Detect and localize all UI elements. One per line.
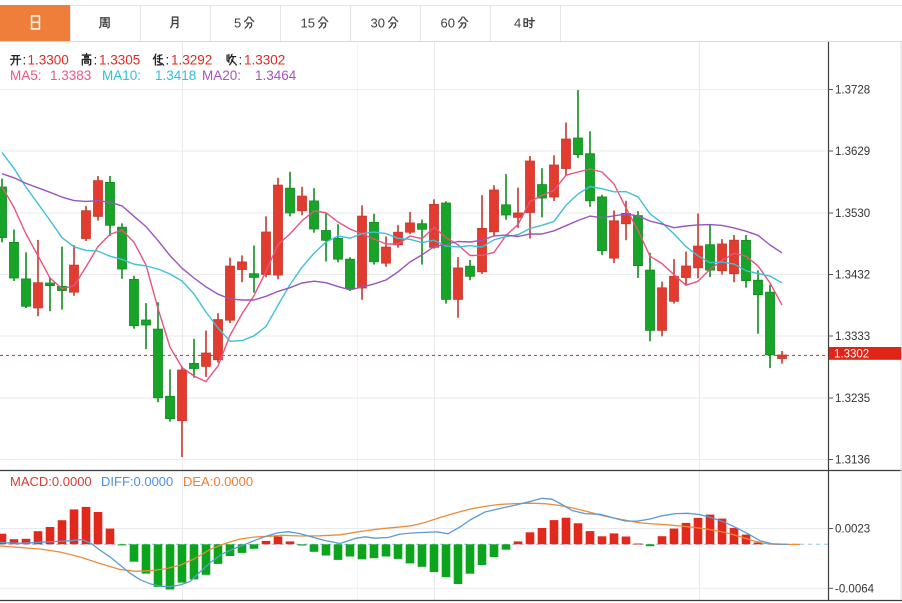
svg-text:1.3728: 1.3728: [835, 85, 870, 97]
svg-text:0.0023: 0.0023: [835, 524, 870, 536]
svg-text:60: 60: [441, 16, 455, 31]
svg-text:DIFF:0.0000: DIFF:0.0000: [101, 474, 173, 489]
svg-text:1.3629: 1.3629: [835, 146, 870, 158]
svg-text::: :: [94, 53, 98, 68]
svg-text:1.3333: 1.3333: [835, 331, 870, 343]
svg-text:30: 30: [371, 16, 385, 31]
svg-text:1.3302: 1.3302: [244, 53, 285, 68]
svg-text:1.3292: 1.3292: [171, 53, 212, 68]
svg-text:1.3530: 1.3530: [835, 208, 870, 220]
svg-text::: :: [239, 53, 243, 68]
svg-text::: :: [166, 53, 170, 68]
svg-text:1.3432: 1.3432: [835, 270, 870, 282]
svg-text:DEA:0.0000: DEA:0.0000: [183, 474, 253, 489]
svg-text:1.3300: 1.3300: [28, 53, 69, 68]
svg-text::: :: [23, 53, 27, 68]
svg-text:4: 4: [514, 16, 521, 31]
svg-text:1.3305: 1.3305: [99, 53, 140, 68]
svg-text:1.3302: 1.3302: [834, 348, 869, 360]
svg-text:5: 5: [234, 16, 241, 31]
svg-text:1.3136: 1.3136: [835, 455, 870, 467]
svg-text:15: 15: [301, 16, 315, 31]
svg-text:MA5: 1.3383: MA5: 1.3383: [10, 68, 91, 83]
svg-text:-0.0064: -0.0064: [835, 583, 875, 595]
svg-text:1.3235: 1.3235: [835, 393, 870, 405]
svg-text:MACD:0.0000: MACD:0.0000: [10, 474, 92, 489]
